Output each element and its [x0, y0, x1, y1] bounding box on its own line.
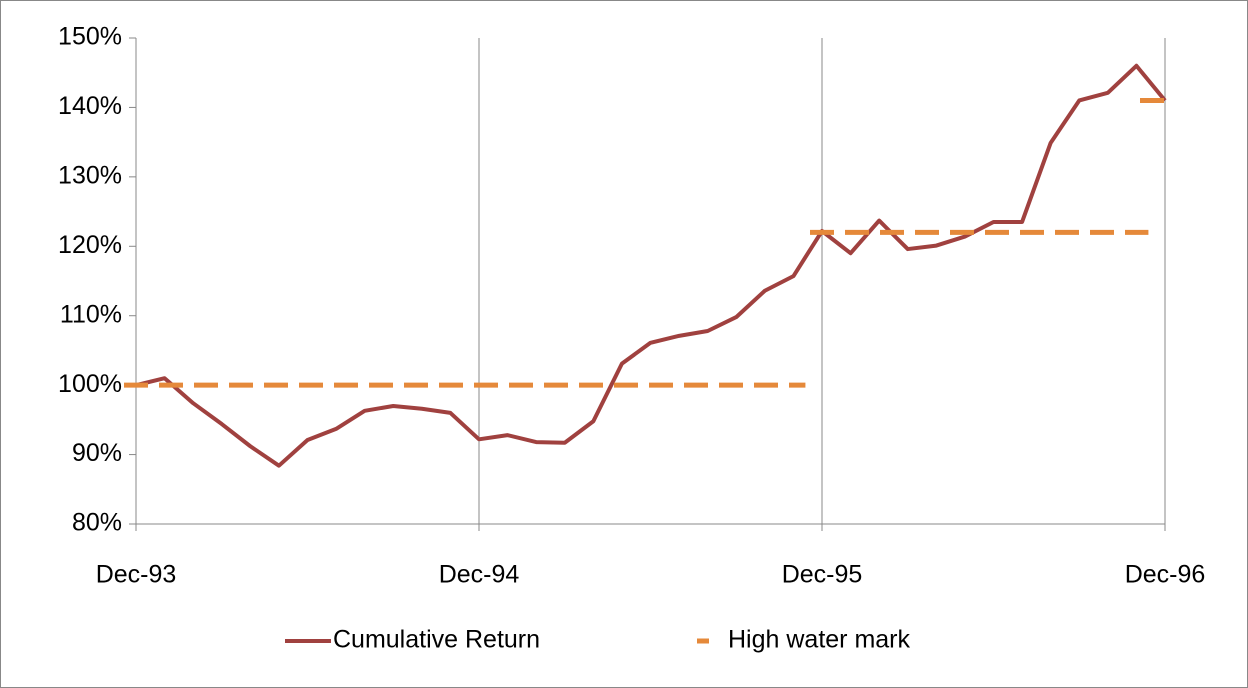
- legend-label: High water mark: [728, 626, 910, 654]
- legend-label: Cumulative Return: [333, 626, 540, 654]
- series-line: [135, 63, 1167, 468]
- x-tick-label: Dec-96: [1125, 561, 1206, 589]
- x-tick-label: Dec-93: [96, 561, 177, 589]
- x-tick-label: Dec-95: [782, 561, 863, 589]
- y-tick-label: 100%: [58, 370, 122, 398]
- y-tick-label: 130%: [58, 161, 122, 189]
- y-tick-label: 120%: [58, 231, 122, 259]
- y-tick-label: 80%: [72, 509, 122, 537]
- y-tick-label: 150%: [58, 23, 122, 51]
- x-tick-label: Dec-94: [439, 561, 520, 589]
- y-tick-label: 110%: [60, 300, 122, 328]
- y-tick-label: 90%: [72, 439, 122, 467]
- y-tick-label: 140%: [58, 92, 122, 120]
